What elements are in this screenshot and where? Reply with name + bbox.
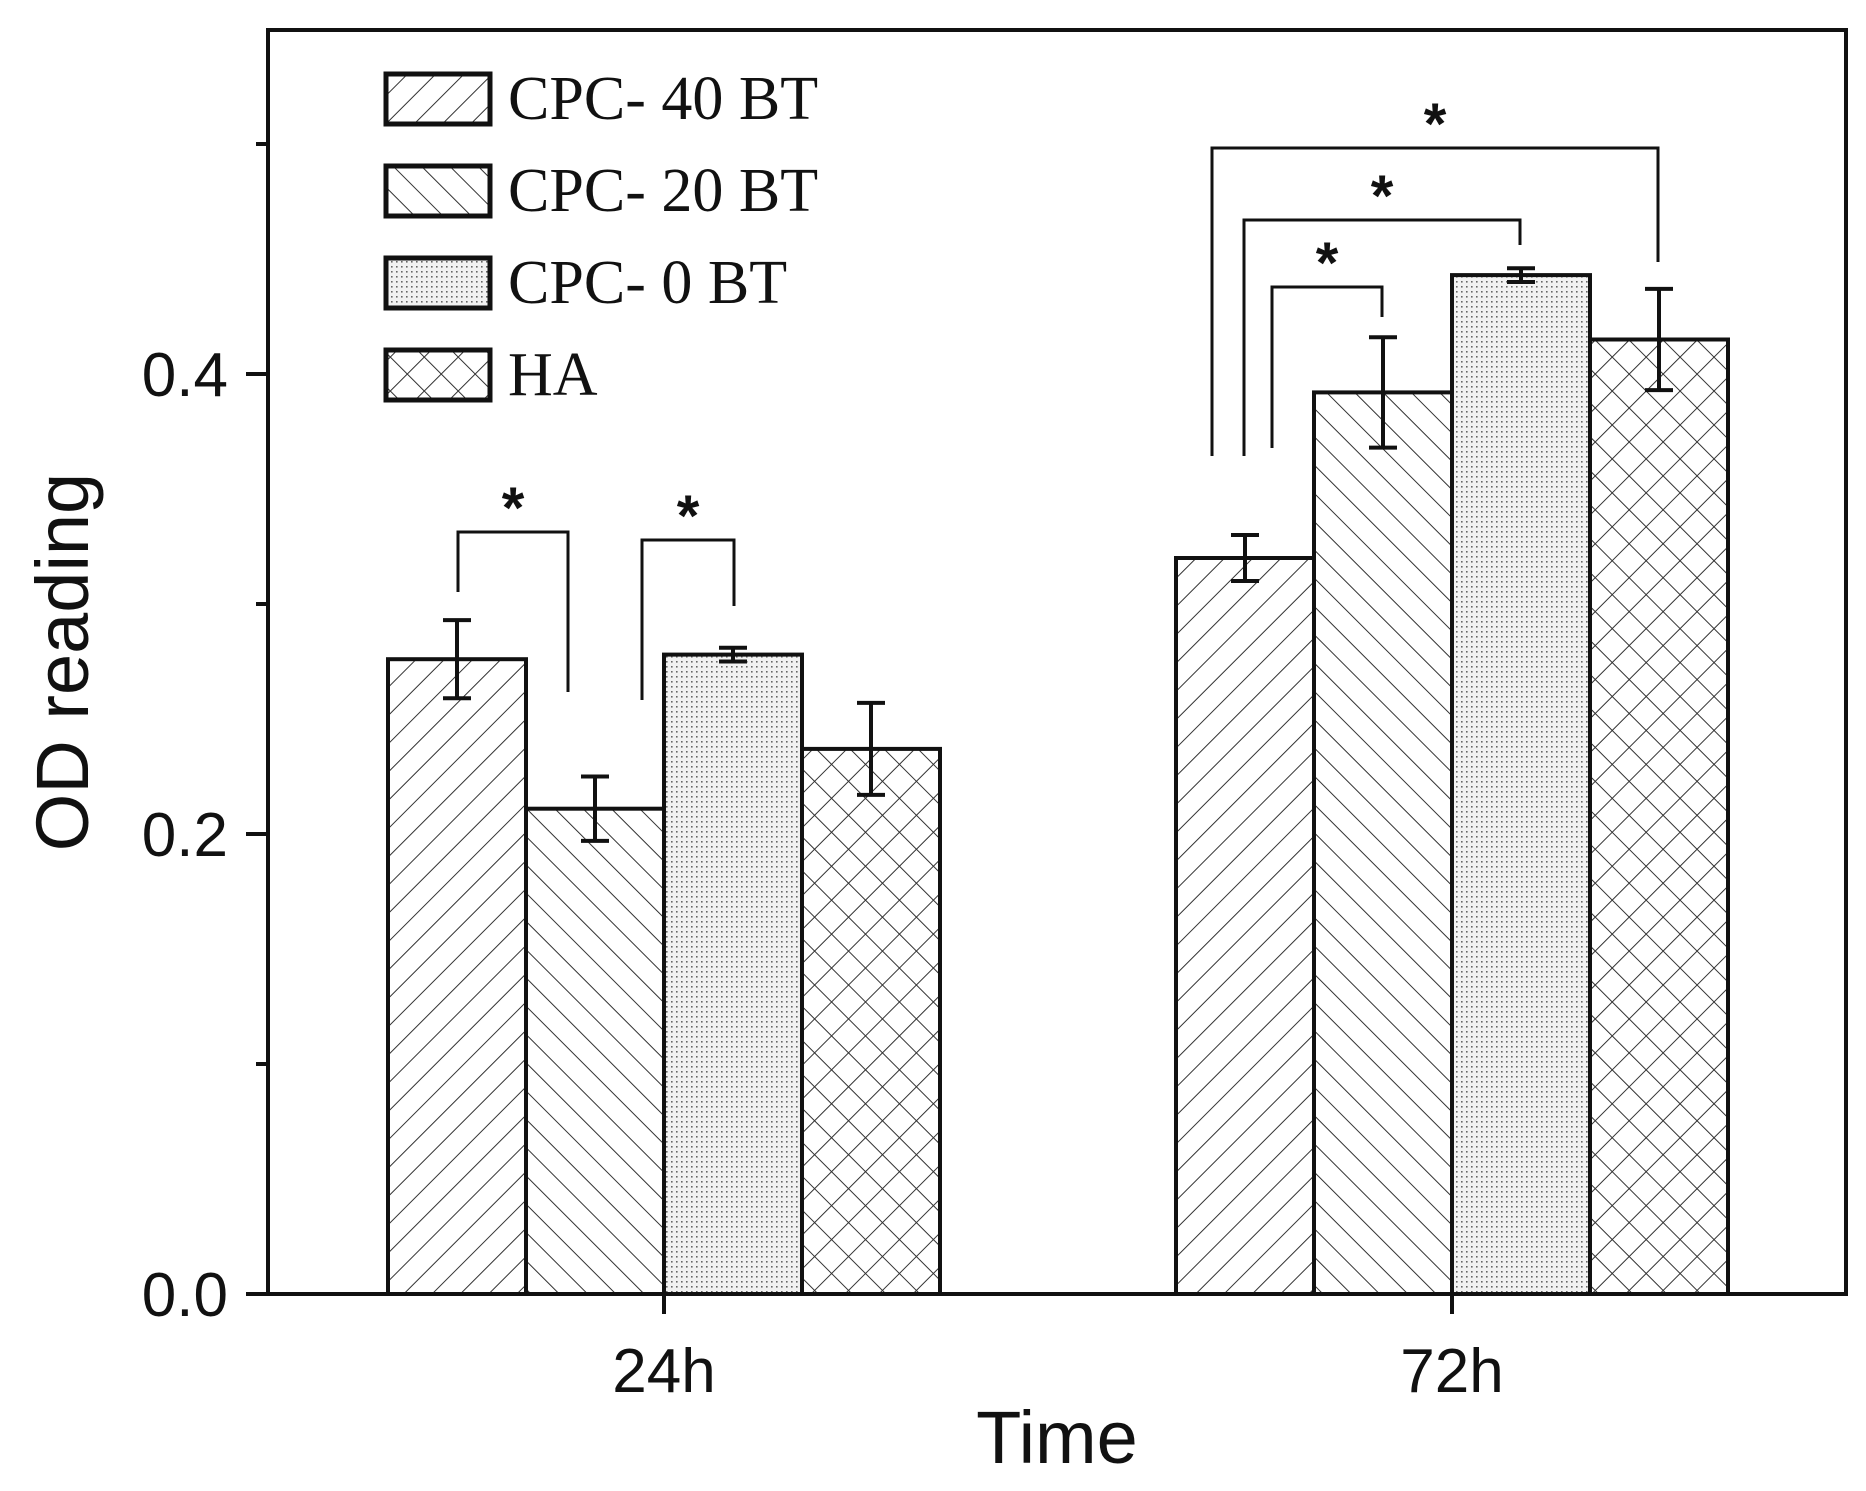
significance-star: * bbox=[677, 484, 700, 549]
legend-swatch bbox=[383, 163, 493, 219]
x-tick-label: 24h bbox=[612, 1337, 715, 1406]
plot-frame bbox=[266, 28, 1848, 1296]
y-tick-label: 0.2 bbox=[142, 801, 228, 870]
legend-swatch bbox=[383, 71, 493, 127]
significance-star: * bbox=[1371, 164, 1394, 229]
significance-bracket bbox=[1210, 146, 1660, 456]
bar bbox=[1312, 390, 1454, 1296]
y-tick-label: 0.0 bbox=[142, 1261, 228, 1330]
bar bbox=[524, 806, 666, 1296]
x-axis-title: Time bbox=[976, 1396, 1138, 1479]
bar bbox=[1450, 273, 1592, 1297]
significance-bracket bbox=[1242, 218, 1522, 456]
legend-label: CPC- 20 BT bbox=[508, 157, 818, 225]
bar bbox=[1174, 556, 1316, 1296]
y-tick-label: 0.4 bbox=[142, 341, 228, 410]
legend-swatch bbox=[383, 347, 493, 403]
significance-star: * bbox=[1424, 92, 1447, 157]
y-axis-title: OD reading bbox=[21, 473, 104, 851]
significance-bracket bbox=[1270, 285, 1384, 448]
legend-swatch bbox=[383, 255, 493, 311]
legend-label: CPC- 40 BT bbox=[508, 65, 818, 133]
bar bbox=[662, 652, 804, 1296]
bar bbox=[800, 746, 942, 1296]
legend-label: CPC- 0 BT bbox=[508, 249, 787, 317]
x-tick-label: 72h bbox=[1400, 1337, 1503, 1406]
bar bbox=[1588, 337, 1730, 1296]
bar bbox=[386, 657, 528, 1296]
significance-bracket bbox=[640, 538, 736, 700]
significance-star: * bbox=[502, 476, 525, 541]
significance-bracket bbox=[456, 530, 570, 692]
legend-label: HA bbox=[508, 341, 598, 409]
significance-star: * bbox=[1316, 231, 1339, 296]
